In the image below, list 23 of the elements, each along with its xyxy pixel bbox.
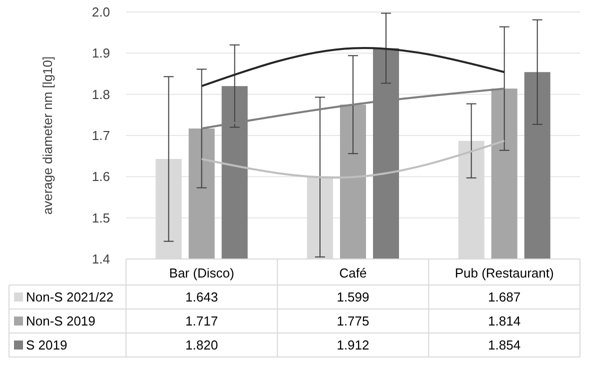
data-label: 1.643 — [185, 290, 218, 305]
legend-label: Non-S 2021/22 — [26, 290, 114, 305]
x-tick-label: Bar (Disco) — [169, 266, 234, 281]
data-label: 1.820 — [185, 338, 218, 353]
y-tick-label: 1.7 — [92, 128, 110, 144]
data-label: 1.775 — [336, 314, 370, 329]
data-label: 1.912 — [336, 338, 370, 353]
legend-label: Non-S 2019 — [26, 314, 96, 329]
data-label: 1.717 — [185, 314, 218, 329]
data-label: 1.599 — [336, 290, 370, 305]
x-tick-label: Café — [339, 266, 367, 281]
y-tick-label: 1.9 — [92, 46, 110, 61]
data-label: 1.814 — [488, 314, 521, 329]
y-tick-label: 2.0 — [92, 4, 110, 20]
y-axis-title: average diameter nm [lg10] — [40, 56, 55, 215]
y-tick-label: 1.4 — [92, 252, 110, 267]
legend-label: S 2019 — [26, 338, 68, 353]
data-label: 1.854 — [488, 338, 521, 353]
x-tick-label: Pub (Restaurant) — [454, 266, 554, 281]
y-tick-label: 1.8 — [92, 86, 110, 102]
data-label: 1.687 — [488, 290, 521, 305]
y-tick-label: 1.5 — [92, 210, 110, 226]
y-tick-label: 1.6 — [92, 169, 110, 184]
